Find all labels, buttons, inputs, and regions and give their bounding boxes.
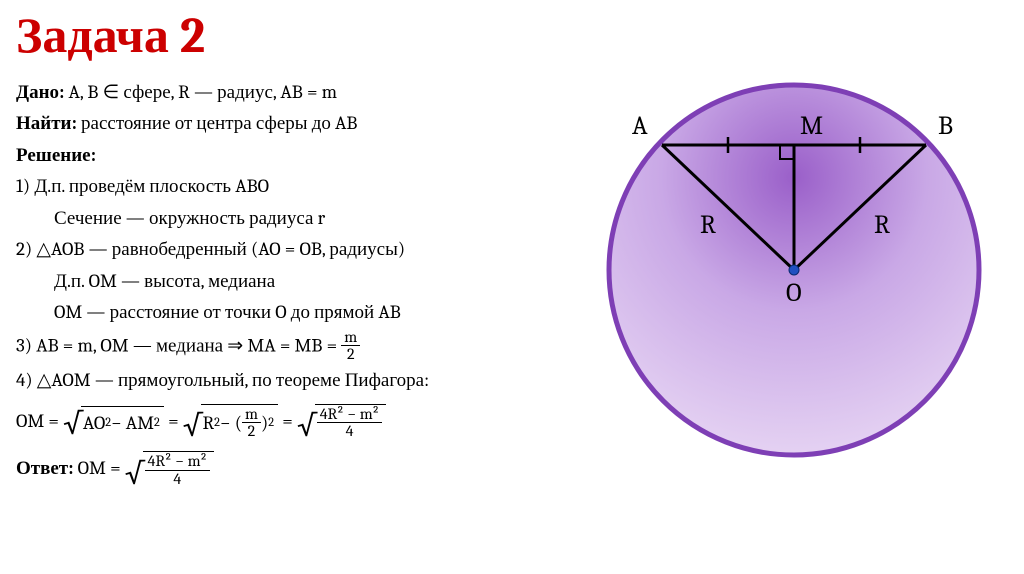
frac-num: m (242, 406, 261, 423)
frac-den: 4 (317, 422, 383, 440)
rad3-frac: 4R² − m² 4 (317, 406, 383, 441)
rad2-b: − ( (220, 409, 242, 438)
answer-frac: 4R² − m² 4 (145, 453, 211, 488)
geometry-diagram: A B M O R R (594, 70, 994, 470)
main-formula: OM = √ AO2 − AM2 = √ R2 − ( m 2 )2 = (16, 404, 596, 442)
step-3: 3) AB = m, OM — медиана ⇒ MA = MB = m 2 (16, 330, 596, 365)
rad2-a: R (203, 409, 215, 438)
find-line: Найти: расстояние от центра сферы до AB (16, 109, 596, 138)
label-o: O (786, 278, 802, 308)
rad2-frac: m 2 (242, 406, 261, 441)
answer-label: Ответ: (16, 457, 73, 479)
label-r2: R (874, 210, 890, 240)
step-1b: Сечение — окружность радиуса r (16, 204, 596, 233)
step-3-prefix: 3) AB = m, OM — медиана ⇒ MA = MB = (16, 334, 341, 356)
frac-den: 2 (341, 345, 360, 363)
given-label: Дано: (16, 81, 64, 103)
page-title: Задача 2 (16, 6, 205, 65)
rad1-a: AO (83, 409, 105, 438)
problem-content: Дано: A, B ∈ сфере, R — радиус, AB = m Н… (16, 78, 596, 489)
step-3-frac: m 2 (341, 329, 360, 364)
label-m: M (800, 111, 823, 141)
frac-num: 4R² − m² (317, 406, 383, 423)
find-label: Найти: (16, 112, 77, 134)
frac-num: 4R² − m² (145, 453, 211, 470)
sqrt-1: √ AO2 − AM2 (63, 406, 164, 438)
frac-num: m (341, 329, 360, 346)
frac-den: 4 (145, 470, 211, 488)
step-2c: OM — расстояние от точки O до прямой AB (16, 298, 596, 327)
answer-lhs: OM = (78, 457, 125, 479)
solution-label: Решение: (16, 141, 596, 170)
center-dot (789, 265, 799, 275)
rad1-b: − AM (111, 409, 154, 438)
diagram-svg (594, 70, 994, 470)
eq2: = (282, 410, 297, 432)
eq1: = (168, 410, 183, 432)
sqrt-2: √ R2 − ( m 2 )2 (183, 404, 278, 442)
step-2a: 2) △AOB — равнобедренный (AO = OB, радиу… (16, 235, 596, 264)
step-1a: 1) Д.п. проведём плоскость ABO (16, 172, 596, 201)
frac-den: 2 (242, 422, 261, 440)
label-a: A (632, 111, 648, 141)
given-text: A, B ∈ сфере, R — радиус, AB = m (69, 81, 338, 103)
label-b: B (938, 111, 953, 141)
rad2-c: ) (261, 409, 268, 438)
answer-sqrt: √ 4R² − m² 4 (125, 451, 214, 489)
step-2b: Д.п. OM — высота, медиана (16, 267, 596, 296)
sqrt-3: √ 4R² − m² 4 (297, 404, 386, 442)
given-line: Дано: A, B ∈ сфере, R — радиус, AB = m (16, 78, 596, 107)
answer-line: Ответ: OM = √ 4R² − m² 4 (16, 451, 596, 489)
label-r1: R (700, 210, 716, 240)
step-4: 4) △AOM — прямоугольный, по теореме Пифа… (16, 366, 596, 395)
formula-lhs: OM = (16, 410, 63, 432)
find-text: расстояние от центра сферы до AB (81, 112, 357, 134)
